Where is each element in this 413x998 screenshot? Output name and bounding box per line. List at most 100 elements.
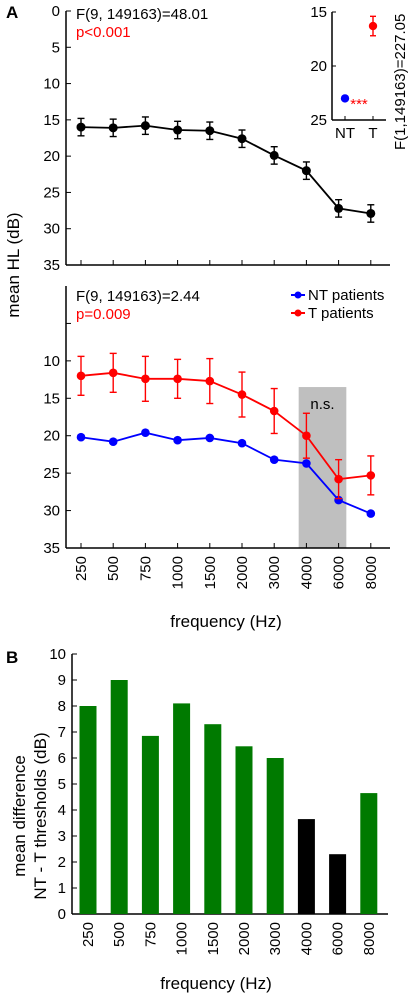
- bar: [79, 706, 97, 914]
- legend-marker-t: [294, 309, 302, 317]
- bar: [266, 758, 284, 914]
- a-top-data-point: [205, 126, 215, 136]
- a-top-ytick-label: 35: [43, 257, 60, 274]
- a-top-data-point: [173, 125, 183, 135]
- a-top-ytick-label: 10: [43, 76, 60, 93]
- a-top-ytick-label: 20: [43, 148, 60, 165]
- a-bottom-ytick-label: 25: [43, 465, 60, 482]
- a-bottom-xtick-label: 4000: [298, 556, 315, 589]
- a-top-data-point: [76, 122, 86, 132]
- a-top-data-point: [334, 203, 344, 213]
- legend-label-nt: NT patients: [308, 287, 384, 304]
- data-point-t: [302, 431, 311, 441]
- chart-a-bottom: n.s. F(9, 149163)=2.44 p=0.009 10 15 20 25 3…: [43, 286, 390, 631]
- b-ylabel-line2: NT - T thresholds (dB): [31, 732, 50, 899]
- b-ytick-label: 9: [58, 672, 66, 689]
- chart-a-inset: 15 20 25 NT T *** F(1,149163)=227.05: [310, 4, 409, 150]
- a-bottom-xtick-label: 2000: [234, 556, 251, 589]
- series-line-nt: [80, 431, 372, 515]
- a-top-data-point: [269, 150, 279, 160]
- data-point-t: [237, 390, 247, 399]
- b-ytick-label: 7: [58, 724, 66, 741]
- a-top-ytick-label: 0: [52, 3, 60, 20]
- a-bottom-xtick-label: 250: [73, 556, 90, 581]
- bar: [235, 746, 253, 914]
- data-point-nt: [302, 459, 311, 468]
- inset-xtick-label: T: [368, 125, 377, 142]
- chart-a-top: F(9, 149163)=48.01 p<0.001 0 5 10 15 20 25 30 3…: [43, 3, 390, 274]
- data-point-t: [334, 474, 343, 484]
- bar: [110, 680, 128, 914]
- inset-data-point: [340, 94, 350, 103]
- a-bottom-p-value: p=0.009: [76, 306, 131, 323]
- data-point-nt: [108, 437, 118, 447]
- legend: NT patients T patients: [291, 287, 384, 322]
- a-top-data-point: [237, 134, 247, 144]
- a-bottom-xtick-label: 500: [105, 556, 122, 581]
- data-point-nt: [76, 432, 86, 442]
- data-point-t: [269, 406, 279, 416]
- legend-label-t: T patients: [308, 305, 374, 322]
- a-bottom-ytick-label: 30: [43, 503, 60, 520]
- a-top-stat: F(9, 149163)=48.01: [76, 6, 208, 23]
- bar: [329, 854, 347, 914]
- data-point-t: [108, 368, 118, 378]
- b-xlabel: frequency (Hz): [160, 974, 271, 993]
- inset-ytick-label: 25: [310, 112, 327, 129]
- a-bottom-xtick-label: 750: [137, 556, 154, 581]
- a-top-ytick-label: 25: [43, 184, 60, 201]
- data-point-t: [141, 374, 150, 384]
- a-top-data-point: [108, 123, 118, 133]
- chart-b: 0 1 2 3 4 5 6 7 8 9 10 250 500 750 1000 1500 2000 3000 40…: [10, 646, 388, 993]
- a-bottom-ytick-label: 10: [43, 353, 60, 370]
- a-bottom-xtick-label: 6000: [331, 556, 348, 589]
- b-xtick-label: 500: [111, 922, 128, 947]
- bar: [141, 735, 159, 914]
- b-ylabel-line1: mean difference: [10, 755, 29, 877]
- a-top-data-point: [140, 121, 150, 131]
- data-point-nt: [269, 455, 279, 464]
- b-ytick-label: 10: [49, 646, 66, 663]
- a-ylabel: mean HL (dB): [4, 212, 23, 317]
- data-point-nt: [366, 509, 376, 518]
- data-point-nt: [205, 433, 215, 443]
- a-bottom-xtick-label: 1000: [170, 556, 187, 589]
- a-top-ytick-label: 15: [43, 112, 60, 129]
- a-top-data-point: [366, 208, 376, 218]
- a-top-data-point: [301, 166, 311, 176]
- a-bottom-ytick-label: 20: [43, 428, 60, 445]
- b-ytick-label: 2: [58, 854, 66, 871]
- b-xtick-label: 1500: [205, 922, 222, 955]
- b-xtick-label: 8000: [361, 922, 378, 955]
- a-top-series-line: [80, 124, 371, 215]
- legend-marker-nt: [294, 291, 302, 299]
- b-ytick-label: 3: [58, 828, 66, 845]
- a-bottom-xtick-label: 1500: [202, 556, 219, 589]
- b-xtick-label: 250: [80, 922, 97, 947]
- b-xtick-label: 750: [142, 922, 159, 947]
- inset-ytick-label: 15: [310, 4, 327, 21]
- b-ytick-label: 0: [58, 906, 66, 923]
- a-top-p-value: p<0.001: [76, 24, 131, 41]
- b-ytick-label: 8: [58, 698, 66, 715]
- a-bottom-xtick-label: 3000: [266, 556, 283, 589]
- bar: [297, 819, 315, 914]
- a-top-ytick-label: 5: [52, 39, 60, 56]
- series-line-t: [80, 371, 371, 481]
- data-point-t: [366, 471, 376, 480]
- a-bottom-xtick-label: 8000: [363, 556, 380, 589]
- ns-label: n.s.: [310, 396, 334, 413]
- inset-stat: F(1,149163)=227.05: [392, 14, 409, 150]
- panel-label-a: A: [6, 3, 18, 22]
- inset-xtick-label: NT: [335, 125, 355, 142]
- bar: [204, 724, 222, 914]
- data-point-nt: [173, 435, 182, 445]
- b-xtick-label: 4000: [298, 922, 315, 955]
- data-point-t: [76, 371, 86, 381]
- b-ytick-label: 6: [58, 750, 66, 767]
- data-point-nt: [141, 428, 150, 438]
- bar: [360, 793, 378, 914]
- b-xtick-label: 6000: [330, 922, 347, 955]
- a-bottom-ytick-label: 15: [43, 390, 60, 407]
